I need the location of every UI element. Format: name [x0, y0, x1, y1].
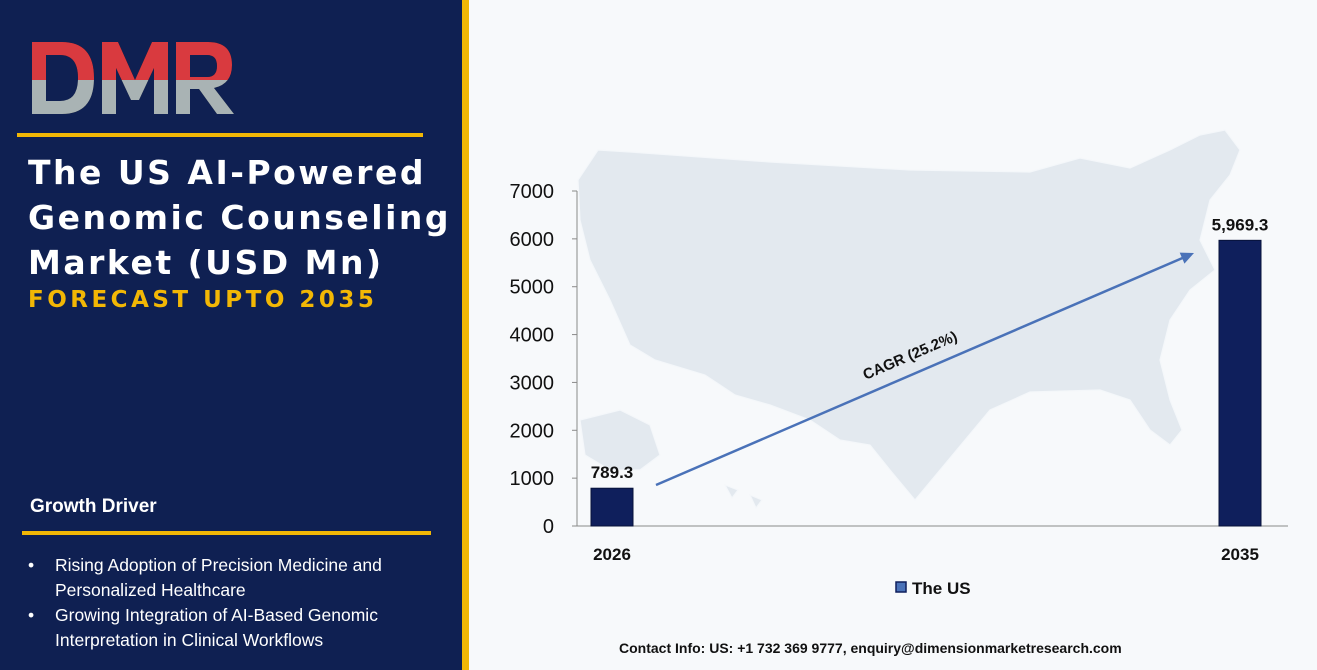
y-tick-label: 3000 [510, 372, 555, 394]
legend-label: The US [912, 579, 971, 598]
growth-driver-divider [22, 531, 431, 535]
bar [590, 487, 634, 527]
title-line-1: The US AI-Powered [28, 153, 426, 192]
x-tick-label: 2026 [593, 545, 631, 564]
y-tick-label: 7000 [510, 181, 555, 203]
bar [1218, 239, 1262, 527]
list-item: • Growing Integration of AI-Based Genomic… [28, 603, 448, 653]
arrow-head-icon [1179, 252, 1194, 264]
logo-divider [17, 133, 423, 137]
contact-info: Contact Info: US: +1 732 369 9777, enqui… [619, 640, 1122, 656]
forecast-subtitle: FORECAST UPTO 2035 [28, 287, 378, 313]
cagr-arrow [655, 255, 1187, 487]
left-panel: The US AI-Powered Genomic Counseling Mar… [0, 0, 462, 670]
driver-text: Growing Integration of AI-Based Genomic … [55, 605, 378, 650]
y-tick-label: 4000 [510, 325, 555, 347]
title-line-3: Market (USD Mn) [28, 243, 384, 282]
driver-text: Rising Adoption of Precision Medicine an… [55, 555, 382, 600]
us-map-background [577, 129, 1241, 510]
dmr-logo [32, 42, 234, 114]
bullet-icon: • [28, 555, 35, 575]
y-tick-label: 6000 [510, 229, 555, 251]
y-tick-label: 1000 [510, 468, 555, 490]
page-title: The US AI-Powered Genomic Counseling Mar… [28, 150, 452, 285]
title-line-2: Genomic Counseling [28, 198, 452, 237]
y-tick-label: 2000 [510, 420, 555, 442]
data-label: 789.3 [591, 463, 634, 482]
chart: 0 1000 2000 3000 4000 5000 6000 7000 789.3 2026 5,… [510, 129, 1288, 598]
legend-swatch [895, 581, 907, 593]
accent-stripe [462, 0, 469, 670]
list-item: • Rising Adoption of Precision Medicine a… [28, 553, 448, 603]
growth-driver-list: • Rising Adoption of Precision Medicine a… [28, 553, 448, 653]
bullet-icon: • [28, 605, 35, 625]
growth-driver-heading: Growth Driver [30, 496, 157, 517]
x-tick-label: 2035 [1221, 545, 1259, 564]
y-tick-label: 0 [543, 516, 554, 538]
data-label: 5,969.3 [1212, 215, 1269, 234]
y-tick-label: 5000 [510, 277, 555, 299]
